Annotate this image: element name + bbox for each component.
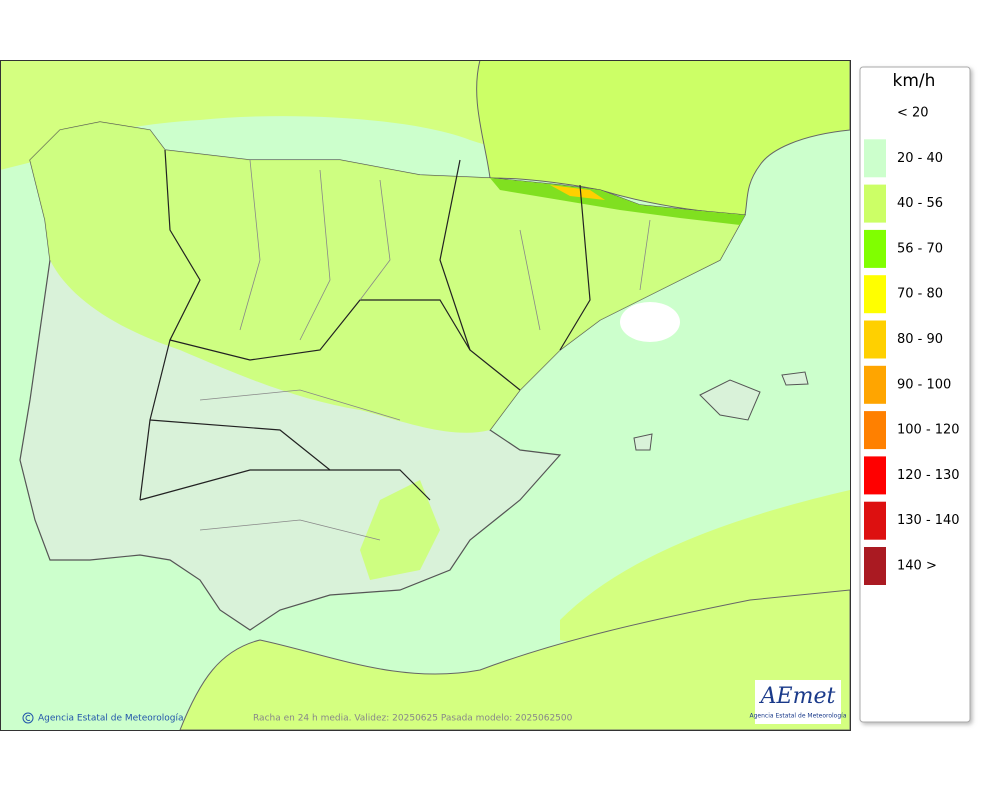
legend-label: 40 - 56	[897, 196, 943, 211]
legend-swatch	[864, 501, 886, 540]
wind-zone-strong	[490, 178, 745, 225]
copyright-icon	[25, 715, 31, 721]
map-frame	[0, 60, 851, 731]
wind-zone	[360, 480, 440, 580]
logo-subtitle: Agencia Estatal de Meteorología	[750, 713, 847, 720]
legend-title: km/h	[893, 71, 936, 91]
legend-swatch	[864, 184, 886, 223]
legend-swatch	[864, 456, 886, 495]
logo-name: AEmet	[759, 684, 836, 709]
legend-label: 90 - 100	[897, 377, 951, 392]
legend-label: 70 - 80	[897, 287, 943, 302]
logo-box	[755, 680, 841, 724]
wind-zone-max	[550, 185, 605, 200]
legend-swatch	[864, 320, 886, 359]
calm-zone	[620, 302, 680, 342]
map: AEmet Agencia Estatal de Meteorología Ag…	[0, 60, 850, 730]
legend-swatch	[864, 547, 886, 585]
legend-label: 80 - 90	[897, 332, 943, 347]
legend-label: 140 >	[897, 559, 937, 574]
legend-label: 120 - 130	[897, 468, 960, 483]
balearic-islands	[633, 371, 809, 451]
legend-label: 20 - 40	[897, 151, 943, 166]
copyright-icon	[22, 712, 34, 724]
legend-label: 56 - 70	[897, 241, 943, 256]
province-borders	[199, 159, 651, 541]
caption: Racha en 24 h media. Validez: 20250625 P…	[253, 714, 573, 724]
legend-swatch	[864, 229, 886, 268]
legend-swatch	[864, 411, 886, 450]
legend-swatch	[864, 275, 886, 314]
africa	[179, 589, 850, 730]
legend-swatch	[864, 365, 886, 404]
legend: < 20 20 - 40 40 - 56 56 - 70 70 - 80 80 - 90 9…	[864, 94, 960, 585]
legend-swatch	[864, 139, 886, 178]
legend-label: < 20	[897, 106, 929, 121]
france	[476, 60, 850, 216]
legend-label: 100 - 120	[897, 423, 960, 438]
legend-swatch	[864, 94, 886, 132]
legend-label: 130 - 140	[897, 513, 960, 528]
copyright-text: Agencia Estatal de Meteorología	[38, 714, 184, 724]
legend-box	[859, 66, 971, 723]
